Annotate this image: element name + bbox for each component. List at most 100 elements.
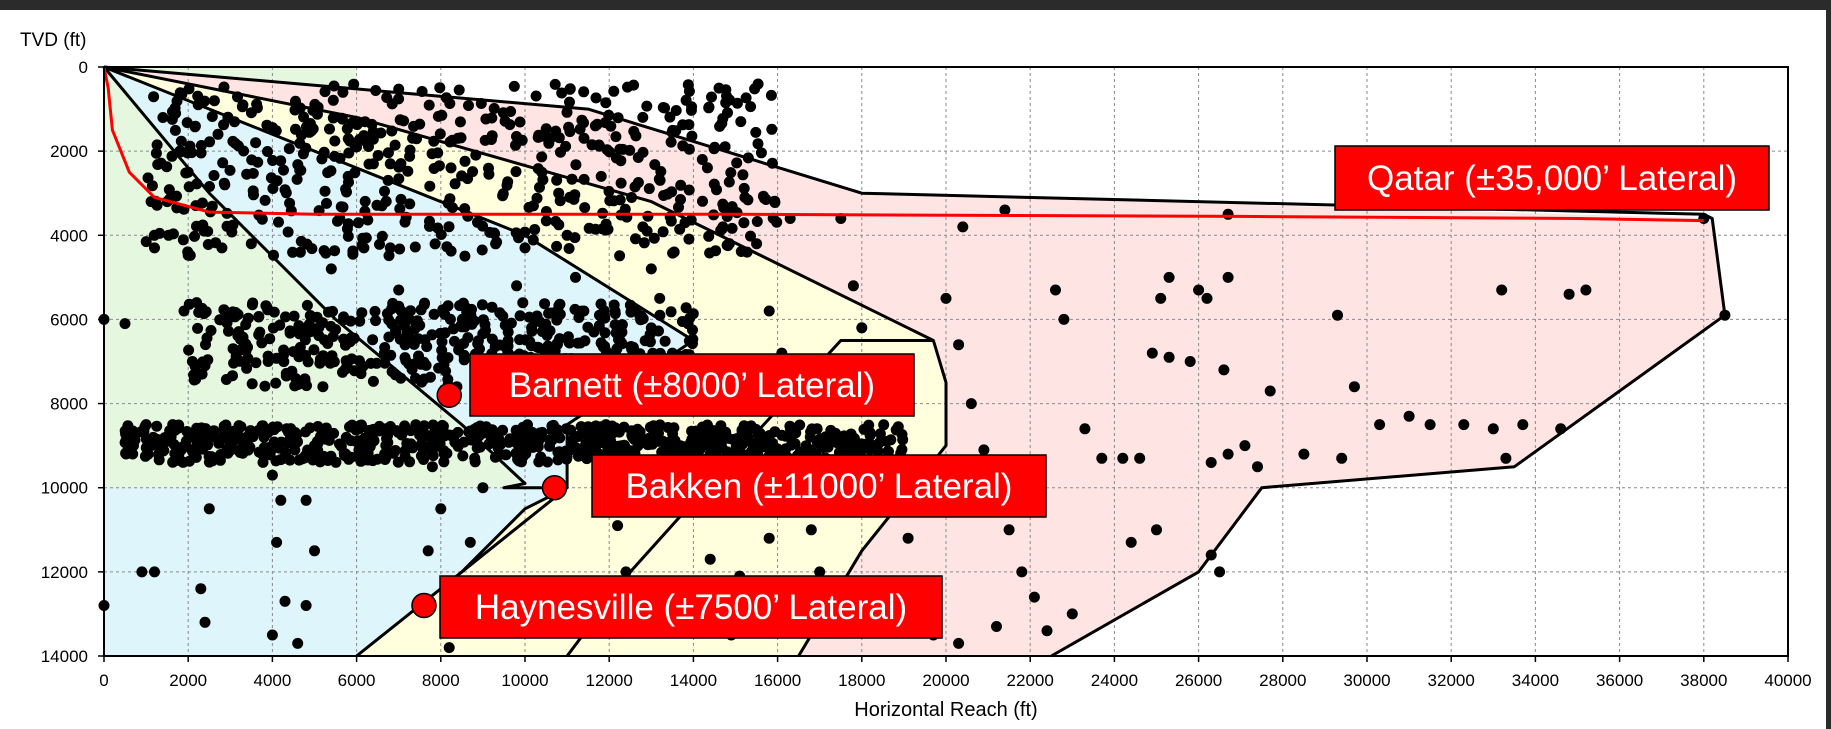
- scatter-point: [536, 151, 548, 163]
- scatter-point: [220, 374, 232, 385]
- scatter-point: [486, 333, 498, 345]
- scatter-point: [1066, 608, 1078, 620]
- scatter-point: [290, 123, 301, 135]
- scatter-point: [1374, 419, 1386, 431]
- scatter-point: [278, 344, 290, 356]
- scatter-point: [259, 380, 271, 392]
- scatter-point: [1163, 271, 1175, 283]
- scatter-point: [519, 242, 531, 254]
- scatter-point: [726, 222, 738, 234]
- scatter-point: [536, 130, 548, 142]
- scatter-point: [241, 362, 253, 374]
- scatter-point: [288, 310, 300, 322]
- scatter-point: [267, 183, 279, 194]
- scatter-point: [340, 431, 352, 443]
- scatter-point: [1348, 381, 1360, 393]
- scatter-point: [462, 332, 474, 344]
- scatter-point: [219, 427, 231, 438]
- scatter-point: [511, 280, 523, 292]
- scatter-point: [206, 200, 218, 212]
- scatter-point: [739, 191, 751, 203]
- scatter-point: [329, 135, 341, 147]
- scatter-point: [251, 102, 263, 114]
- scatter-point: [227, 135, 239, 147]
- scatter-point: [763, 532, 775, 544]
- scatter-point: [551, 337, 563, 349]
- y-tick-label: 6000: [50, 310, 88, 329]
- scatter-point: [328, 356, 340, 368]
- scatter-point: [150, 147, 162, 159]
- scatter-point: [711, 184, 722, 196]
- scatter-point: [1239, 440, 1251, 452]
- scatter-point: [882, 445, 894, 457]
- scatter-point: [188, 369, 200, 381]
- scatter-point: [1058, 313, 1070, 325]
- scatter-point: [1500, 452, 1512, 464]
- scatter-point: [874, 428, 886, 440]
- scatter-point: [378, 451, 390, 463]
- scatter-point: [190, 451, 202, 463]
- scatter-point: [548, 419, 559, 431]
- scatter-point: [172, 422, 184, 434]
- scatter-point: [1214, 566, 1226, 578]
- scatter-point: [291, 173, 303, 185]
- scatter-point: [393, 284, 405, 296]
- scatter-point: [342, 133, 354, 145]
- scatter-point: [605, 445, 617, 457]
- scatter-point: [752, 138, 764, 150]
- scatter-point: [186, 147, 198, 159]
- scatter-point: [1403, 410, 1415, 422]
- scatter-point: [578, 132, 590, 144]
- scatter-point: [151, 139, 163, 151]
- scatter-point: [428, 163, 440, 174]
- scatter-point: [953, 637, 965, 649]
- scatter-point: [183, 344, 195, 356]
- scatter-point: [696, 154, 708, 165]
- scatter-point: [300, 494, 312, 506]
- scatter-point: [658, 190, 670, 201]
- scatter-point: [401, 326, 413, 338]
- scatter-point: [358, 130, 370, 142]
- scatter-point: [149, 566, 160, 578]
- scatter-point: [1205, 457, 1217, 468]
- scatter-point: [1117, 452, 1129, 464]
- scatter-point: [1563, 288, 1575, 300]
- scatter-point: [275, 494, 287, 506]
- scatter-point: [191, 297, 203, 309]
- scatter-point: [119, 318, 131, 330]
- scatter-point: [279, 184, 291, 196]
- scatter-point: [614, 194, 626, 206]
- scatter-point: [544, 133, 556, 144]
- scatter-point: [260, 300, 272, 312]
- scatter-point: [606, 420, 618, 432]
- x-axis-ticks: 0 2000 4000 6000 8000 10000 12000 14000 16000 180…: [99, 656, 1812, 690]
- scatter-point: [570, 159, 582, 171]
- scatter-point: [511, 437, 523, 449]
- scatter-point: [297, 148, 309, 160]
- scatter-point: [727, 434, 739, 446]
- scatter-point: [738, 420, 750, 432]
- scatter-point: [196, 197, 208, 209]
- scatter-point: [685, 104, 697, 116]
- x-tick-label: 26000: [1175, 671, 1222, 690]
- scatter-point: [630, 233, 641, 245]
- zone-boundary-1: [103, 65, 1727, 658]
- y-tick-label: 4000: [50, 226, 88, 245]
- scatter-point: [726, 201, 738, 213]
- scatter-point: [456, 313, 468, 325]
- scatter-point: [266, 469, 278, 481]
- x-tick-label: 36000: [1596, 671, 1643, 690]
- scatter-point: [234, 431, 246, 443]
- scatter-point: [182, 246, 194, 258]
- scatter-point: [1155, 292, 1167, 304]
- scatter-point: [438, 456, 450, 468]
- scatter-point: [725, 167, 737, 179]
- x-tick-label: 28000: [1259, 671, 1306, 690]
- scatter-point: [262, 356, 274, 367]
- scatter-point: [675, 194, 686, 205]
- scatter-point: [1201, 292, 1213, 304]
- highlight-point: [436, 382, 462, 408]
- scatter-point: [403, 313, 415, 325]
- scatter-point: [246, 299, 258, 311]
- scatter-point: [477, 328, 489, 340]
